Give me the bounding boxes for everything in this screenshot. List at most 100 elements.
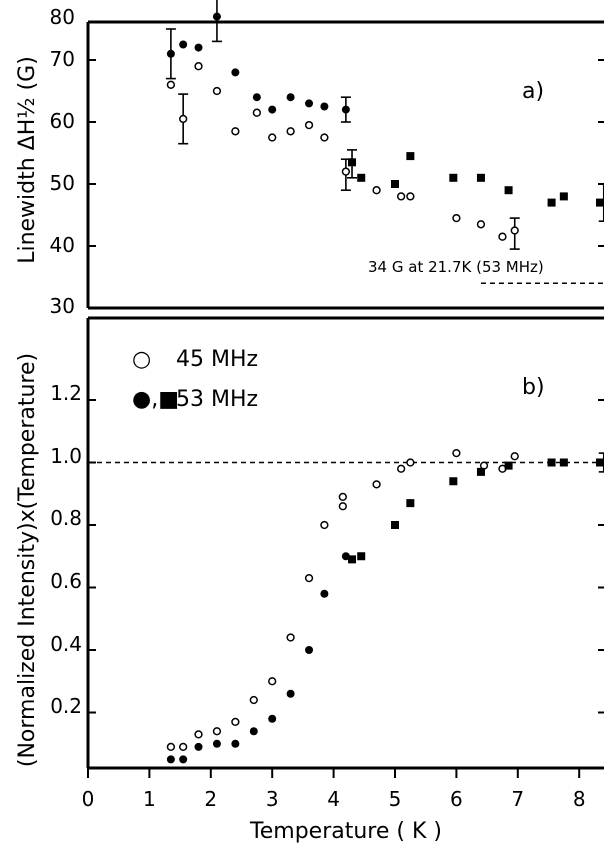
point-filled-circle <box>305 99 314 108</box>
point-filled-square <box>547 198 556 207</box>
point-filled-square <box>449 173 458 182</box>
point-open-circle <box>406 192 415 201</box>
panel-a: 30 40 50 60 70 80 Linewidth ΔH½ (G) a) 3… <box>15 0 604 318</box>
x-tick-label: 7 <box>511 787 524 811</box>
point-open-circle <box>320 133 329 142</box>
panel-a-y-tick-labels: 30 40 50 60 70 80 <box>50 5 75 318</box>
point-filled-circle <box>194 742 203 751</box>
point-filled-circle <box>320 589 329 598</box>
panel-b-x-axis-title: Temperature ( K ) <box>249 819 442 844</box>
point-open-circle <box>304 120 314 130</box>
point-open-circle <box>476 220 486 229</box>
y-tick-label: 40 <box>50 233 75 257</box>
point-open-circle <box>179 742 188 752</box>
point-filled-square <box>348 158 357 167</box>
point-open-circle <box>268 133 277 142</box>
point-filled-circle <box>179 40 188 49</box>
x-tick-label: 8 <box>573 787 586 811</box>
point-open-circle <box>498 232 507 241</box>
y-tick-label: 0.4 <box>50 632 82 656</box>
point-filled-square <box>504 186 513 195</box>
panel-b-y-tick-labels: 0.2 0.4 0.6 0.8 1.0 1.2 <box>50 381 82 718</box>
y-tick-label: 50 <box>50 171 75 195</box>
panel-b-x-tick-labels: 0 1 2 3 4 5 6 7 8 <box>82 787 586 811</box>
point-open-circle <box>396 192 406 201</box>
point-open-circle <box>286 633 295 642</box>
panel-a-label: a) <box>522 79 544 104</box>
point-filled-square <box>596 458 604 467</box>
point-filled-circle <box>212 739 221 748</box>
point-open-circle <box>212 86 222 96</box>
x-tick-label: 4 <box>327 787 340 811</box>
point-open-circle <box>286 127 295 136</box>
point-filled-circle <box>268 105 277 114</box>
x-tick-label: 2 <box>204 787 217 811</box>
point-open-circle <box>406 458 415 467</box>
point-open-circle <box>452 448 461 458</box>
point-open-circle <box>194 730 203 739</box>
point-open-circle <box>252 108 262 117</box>
point-open-circle <box>194 62 203 71</box>
panel-b-label: b) <box>522 375 545 400</box>
point-open-circle <box>341 167 351 176</box>
point-filled-circle <box>286 689 295 698</box>
x-tick-label: 6 <box>450 787 463 811</box>
y-tick-label: 70 <box>50 47 75 71</box>
y-tick-label: 1.2 <box>50 381 82 405</box>
panel-b-y-axis-title: (Normalized Intensity)x(Temperature) <box>15 353 40 767</box>
panel-b-x-ticks <box>87 768 581 778</box>
point-filled-square <box>406 152 415 161</box>
point-filled-circle <box>194 43 203 52</box>
point-filled-square <box>547 458 556 467</box>
panel-a-y-axis-title: Linewidth ΔH½ (G) <box>15 56 40 264</box>
point-filled-circle <box>341 552 350 561</box>
legend-symbol: ○ <box>132 347 151 372</box>
point-filled-circle <box>252 93 261 102</box>
x-tick-label: 3 <box>266 787 279 811</box>
point-open-circle <box>268 677 277 686</box>
panel-b: 0 1 2 3 4 5 6 7 8 0.2 0.4 0.6 0.8 1.0 1.… <box>15 316 604 844</box>
point-filled-square <box>391 180 399 188</box>
legend-label: 45 MHz <box>176 347 258 372</box>
panel-a-error-bars <box>165 0 604 250</box>
point-open-circle <box>231 127 240 136</box>
point-filled-square <box>504 461 513 470</box>
y-tick-label: 80 <box>50 5 75 29</box>
y-tick-label: 0.6 <box>50 569 82 593</box>
point-filled-square <box>357 552 366 561</box>
point-filled-circle <box>320 102 329 111</box>
point-filled-circle <box>268 714 277 723</box>
point-open-circle <box>452 213 461 223</box>
point-open-circle <box>372 480 381 489</box>
point-open-circle <box>396 464 406 473</box>
point-filled-circle <box>231 739 240 748</box>
point-filled-circle <box>212 12 221 21</box>
point-filled-square <box>559 192 568 201</box>
point-filled-circle <box>166 755 175 764</box>
legend-label: 53 MHz <box>176 387 258 412</box>
point-open-circle <box>212 727 222 736</box>
x-tick-label: 0 <box>82 787 95 811</box>
point-open-circle <box>179 114 188 124</box>
point-filled-square <box>348 555 357 564</box>
point-open-circle <box>249 695 258 705</box>
point-filled-square <box>406 499 415 508</box>
point-filled-circle <box>166 49 175 58</box>
panel-a-annotation: 34 G at 21.7K (53 MHz) <box>368 258 544 276</box>
y-tick-label: 1.0 <box>50 444 82 468</box>
point-filled-square <box>449 477 458 486</box>
y-tick-label: 60 <box>50 109 75 133</box>
point-filled-circle <box>231 68 240 77</box>
point-filled-circle <box>341 105 350 114</box>
legend: ○ 45 MHz ●,■ 53 MHz <box>132 347 258 412</box>
point-open-circle <box>510 226 519 235</box>
point-filled-square <box>357 173 366 182</box>
panel-a-points <box>166 12 604 241</box>
point-filled-circle <box>286 93 295 102</box>
point-filled-square <box>476 173 485 182</box>
point-filled-square <box>596 198 604 207</box>
point-open-circle <box>320 520 329 530</box>
point-filled-circle <box>305 646 314 654</box>
panel-b-points <box>166 448 604 764</box>
